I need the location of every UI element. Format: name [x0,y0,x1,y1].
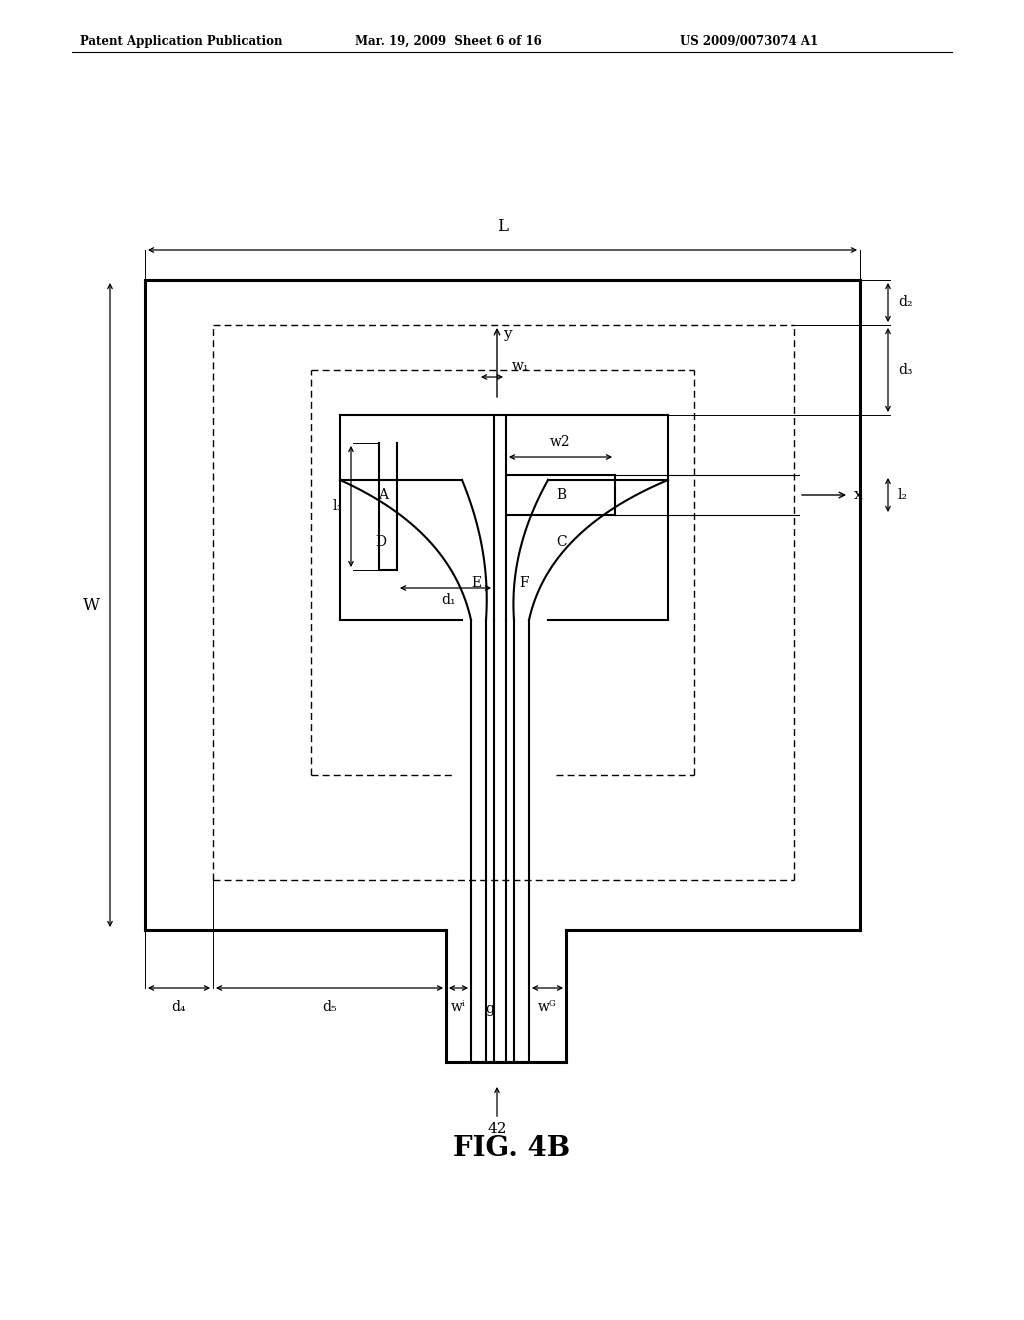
Text: d₃: d₃ [898,363,912,378]
Text: l₂: l₂ [898,488,908,502]
Text: E: E [471,576,481,590]
Text: D: D [375,535,386,549]
Text: Mar. 19, 2009  Sheet 6 of 16: Mar. 19, 2009 Sheet 6 of 16 [355,36,542,48]
Text: l₁: l₁ [333,499,343,513]
Text: US 2009/0073074 A1: US 2009/0073074 A1 [680,36,818,48]
Text: Patent Application Publication: Patent Application Publication [80,36,283,48]
Text: w₁: w₁ [512,359,529,374]
Text: x: x [854,488,862,502]
Text: d₂: d₂ [898,296,912,309]
Text: d₅: d₅ [323,1001,337,1014]
Text: C: C [556,535,566,549]
Text: 42: 42 [487,1088,507,1137]
Text: L: L [497,218,508,235]
Text: w2: w2 [550,436,570,449]
Text: wⁱ: wⁱ [452,1001,466,1014]
Text: d₄: d₄ [172,1001,186,1014]
Text: W: W [83,597,100,614]
Text: A: A [378,488,388,502]
Text: F: F [519,576,528,590]
Text: wᴳ: wᴳ [539,1001,557,1014]
Text: y: y [503,327,512,341]
Text: FIG. 4B: FIG. 4B [454,1134,570,1162]
Text: g: g [485,1002,495,1016]
Text: d₁: d₁ [441,593,456,607]
Text: B: B [556,488,566,502]
